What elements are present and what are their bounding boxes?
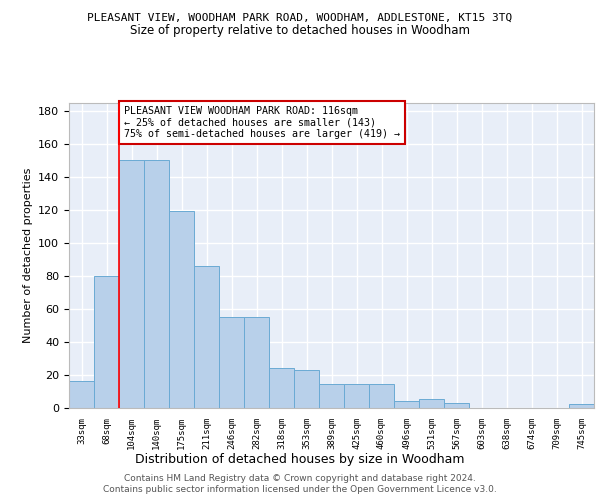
Bar [294,370,319,408]
Text: Contains public sector information licensed under the Open Government Licence v3: Contains public sector information licen… [103,485,497,494]
Bar [444,402,469,407]
Bar [169,212,194,408]
Bar [94,276,119,407]
Bar [319,384,344,407]
Text: Size of property relative to detached houses in Woodham: Size of property relative to detached ho… [130,24,470,37]
Y-axis label: Number of detached properties: Number of detached properties [23,168,32,342]
Text: PLEASANT VIEW, WOODHAM PARK ROAD, WOODHAM, ADDLESTONE, KT15 3TQ: PLEASANT VIEW, WOODHAM PARK ROAD, WOODHA… [88,12,512,22]
Bar [369,384,394,407]
Text: PLEASANT VIEW WOODHAM PARK ROAD: 116sqm
← 25% of detached houses are smaller (14: PLEASANT VIEW WOODHAM PARK ROAD: 116sqm … [124,106,400,139]
Bar [144,160,169,408]
Bar [69,381,94,407]
Bar [119,160,144,408]
Bar [244,317,269,408]
Text: Contains HM Land Registry data © Crown copyright and database right 2024.: Contains HM Land Registry data © Crown c… [124,474,476,483]
Bar [344,384,369,407]
Bar [394,401,419,407]
Bar [194,266,219,408]
Text: Distribution of detached houses by size in Woodham: Distribution of detached houses by size … [135,452,465,466]
Bar [219,317,244,408]
Bar [269,368,294,408]
Bar [569,404,594,407]
Bar [419,400,444,407]
